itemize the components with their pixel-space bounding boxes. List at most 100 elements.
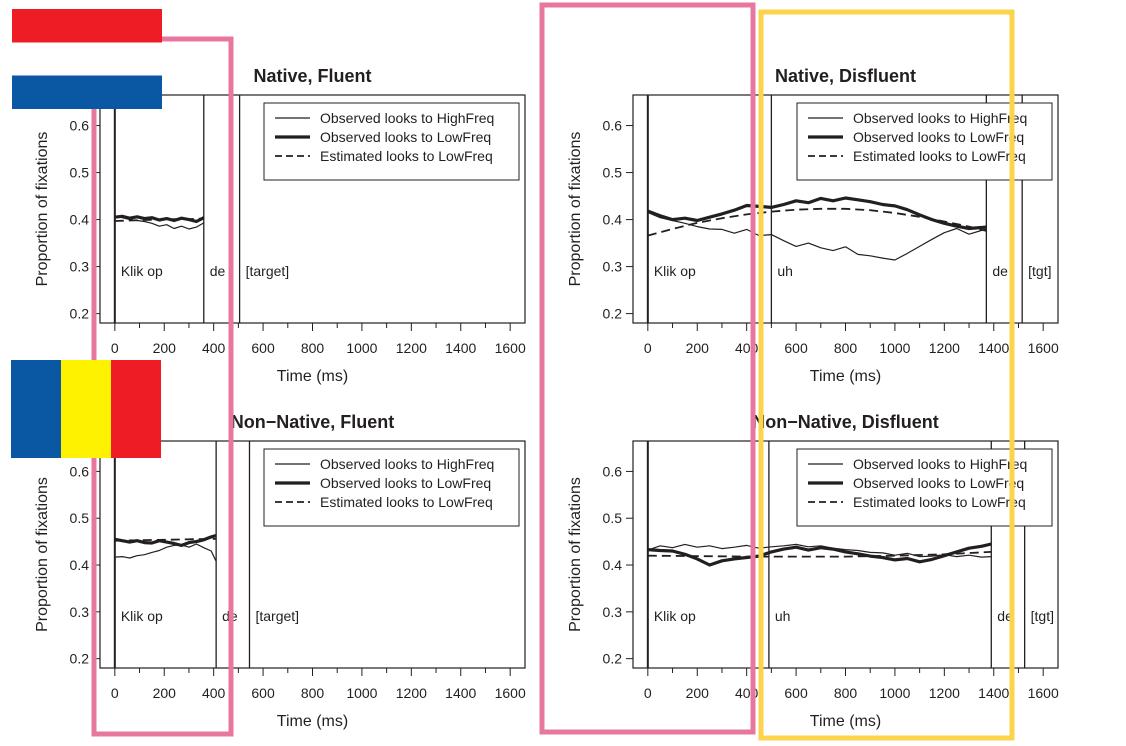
- y-tick-label: 0.6: [70, 118, 90, 134]
- chart-panel-2: Native, Disfluent 0.2 0.3 0.4 0.5 0.6 Proporti…: [567, 66, 1059, 385]
- legend-box: [263, 448, 520, 527]
- netherlands-flag: [12, 9, 162, 109]
- marker-label: Klik op: [121, 263, 163, 279]
- chart-panel-3: Non−Native, Fluent 0.2 0.3 0.4 0.5 0.6 Proport…: [34, 412, 526, 730]
- x-tick-label: 1200: [396, 340, 427, 356]
- y-axis-label: Proportion of fixations: [567, 132, 584, 287]
- y-axis-label: Proportion of fixations: [34, 477, 51, 632]
- x-axis-label: Time (ms): [810, 368, 881, 385]
- marker-label: [tgt]: [1028, 263, 1051, 279]
- y-tick-label: 0.3: [603, 259, 623, 275]
- y-tick-label: 0.4: [603, 212, 623, 228]
- chart-panel-4: Non−Native, Disfluent 0.2 0.3 0.4 0.5 0.6 Prop…: [567, 412, 1059, 730]
- legend-entry: Observed looks to HighFreq: [320, 456, 494, 472]
- x-tick-label: 200: [153, 685, 177, 701]
- y-axis-label: Proportion of fixations: [34, 132, 51, 287]
- series-line: [114, 537, 217, 542]
- marker-label: [target]: [255, 608, 299, 624]
- highlight-box: [758, 9, 1015, 741]
- legend-entry: Observed looks to HighFreq: [853, 110, 1027, 126]
- romania-flag: [11, 360, 161, 458]
- y-tick-label: 0.5: [603, 165, 623, 181]
- x-tick-label: 600: [251, 685, 275, 701]
- x-tick-label: 600: [784, 685, 808, 701]
- marker-label: de: [210, 263, 226, 279]
- marker-label: Klik op: [654, 263, 696, 279]
- legend-entry: Estimated looks to LowFreq: [853, 494, 1026, 510]
- series-line: [114, 543, 217, 562]
- x-tick-label: 0: [111, 340, 119, 356]
- series-line: [647, 196, 987, 231]
- marker-label: Klik op: [654, 608, 696, 624]
- x-tick-label: 1600: [495, 685, 526, 701]
- series-line: [114, 533, 217, 548]
- x-tick-label: 1000: [879, 685, 910, 701]
- y-tick-label: 0.5: [70, 165, 90, 181]
- legend-entry: Estimated looks to LowFreq: [320, 494, 493, 510]
- chart-panels: Native, Fluent 0.2 0.3 0.4 0.5 0.6 Proportion …: [34, 66, 1059, 730]
- marker-label: [target]: [246, 263, 290, 279]
- y-tick-label: 0.3: [70, 604, 90, 620]
- x-tick-label: 600: [251, 340, 275, 356]
- chart-title: Native, Disfluent: [775, 66, 916, 86]
- legend-entry: Estimated looks to LowFreq: [320, 148, 493, 164]
- legend-entry: Observed looks to LowFreq: [853, 475, 1024, 491]
- y-tick-label: 0.6: [603, 118, 623, 134]
- x-tick-label: 400: [202, 685, 226, 701]
- marker-label: de: [997, 608, 1013, 624]
- y-tick-label: 0.2: [603, 306, 623, 322]
- x-tick-label: 200: [153, 340, 177, 356]
- x-tick-label: 1400: [445, 340, 476, 356]
- y-tick-label: 0.3: [603, 604, 623, 620]
- x-tick-label: 1400: [978, 685, 1009, 701]
- x-tick-label: 1000: [346, 340, 377, 356]
- series-line: [647, 211, 987, 261]
- legend-entry: Observed looks to LowFreq: [320, 129, 491, 145]
- marker-label: Klik op: [121, 608, 163, 624]
- x-tick-label: 200: [686, 340, 710, 356]
- x-tick-label: 1200: [396, 685, 427, 701]
- series-line: [647, 542, 992, 567]
- x-tick-label: 200: [686, 685, 710, 701]
- chart-panel-1: Native, Fluent 0.2 0.3 0.4 0.5 0.6 Proportion …: [34, 66, 526, 385]
- series-line: [114, 217, 204, 222]
- x-tick-label: 800: [301, 340, 325, 356]
- series-line: [647, 207, 987, 237]
- x-tick-label: 0: [111, 685, 119, 701]
- x-tick-label: 800: [301, 685, 325, 701]
- series-line: [647, 543, 992, 558]
- y-tick-label: 0.6: [70, 463, 90, 479]
- chart-title: Non−Native, Disfluent: [752, 412, 939, 432]
- chart-title: Non−Native, Fluent: [231, 412, 395, 432]
- marker-label: uh: [775, 608, 791, 624]
- y-tick-label: 0.5: [603, 510, 623, 526]
- legend: Observed looks to HighFreq Observed looks…: [263, 102, 520, 181]
- marker-label: uh: [777, 263, 793, 279]
- y-tick-label: 0.3: [70, 259, 90, 275]
- y-tick-label: 0.4: [70, 212, 90, 228]
- legend-entry: Observed looks to LowFreq: [853, 129, 1024, 145]
- series-line: [647, 551, 992, 558]
- x-tick-label: 1600: [1028, 340, 1059, 356]
- y-axis-label: Proportion of fixations: [567, 477, 584, 632]
- x-axis-label: Time (ms): [810, 713, 881, 730]
- marker-label: [tgt]: [1031, 608, 1054, 624]
- y-tick-label: 0.4: [603, 557, 623, 573]
- x-tick-label: 1000: [879, 340, 910, 356]
- x-tick-label: 1400: [445, 685, 476, 701]
- x-axis-label: Time (ms): [277, 713, 348, 730]
- x-tick-label: 400: [202, 340, 226, 356]
- y-tick-label: 0.6: [603, 463, 623, 479]
- legend: Observed looks to HighFreq Observed looks…: [263, 448, 520, 527]
- y-tick-label: 0.2: [603, 651, 623, 667]
- x-tick-label: 800: [834, 685, 858, 701]
- x-tick-label: 1400: [978, 340, 1009, 356]
- y-tick-label: 0.2: [70, 306, 90, 322]
- y-tick-label: 0.4: [70, 557, 90, 573]
- chart-title: Native, Fluent: [253, 66, 371, 86]
- legend-entry: Observed looks to HighFreq: [853, 456, 1027, 472]
- x-tick-label: 1600: [1028, 685, 1059, 701]
- y-tick-label: 0.5: [70, 510, 90, 526]
- x-tick-label: 1200: [929, 685, 960, 701]
